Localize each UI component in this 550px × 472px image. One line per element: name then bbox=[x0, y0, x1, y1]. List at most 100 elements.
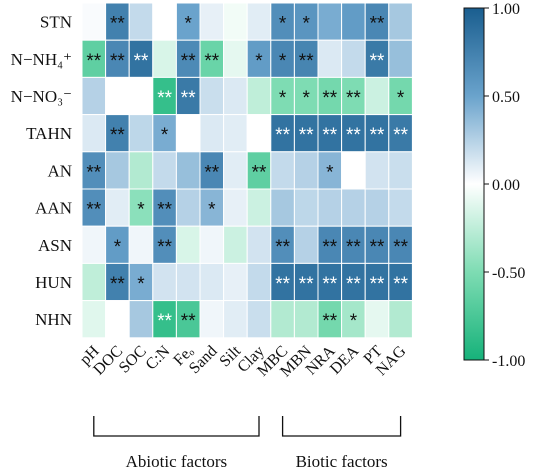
row-label: N−NH₄⁺ bbox=[11, 50, 72, 69]
significance-star: * bbox=[161, 125, 169, 146]
heatmap-cell bbox=[175, 188, 201, 227]
significance-star: * bbox=[137, 200, 145, 221]
heatmap-cell bbox=[364, 76, 390, 116]
significance-star: ** bbox=[110, 51, 125, 72]
group-label: Abiotic factors bbox=[126, 452, 228, 471]
column-label: DEA bbox=[327, 342, 363, 378]
heatmap-cell bbox=[152, 39, 177, 78]
heatmap-cell bbox=[223, 76, 248, 116]
significance-star: ** bbox=[393, 125, 408, 146]
heatmap-cell bbox=[341, 2, 366, 41]
heatmap-cell bbox=[199, 2, 225, 41]
colorbar-tick-label: 0.00 bbox=[492, 177, 520, 194]
heatmap-cell bbox=[81, 2, 107, 41]
significance-star: * bbox=[184, 14, 192, 35]
significance-star: * bbox=[326, 162, 334, 183]
heatmap-cell bbox=[199, 300, 225, 339]
heatmap-cell bbox=[223, 262, 248, 302]
heatmap-cell bbox=[317, 39, 343, 78]
heatmap-cell bbox=[223, 114, 248, 153]
heatmap-cell bbox=[364, 300, 390, 339]
significance-star: ** bbox=[322, 125, 337, 146]
significance-star: * bbox=[137, 274, 145, 295]
significance-star: ** bbox=[86, 51, 101, 72]
heatmap-cell bbox=[199, 114, 225, 153]
significance-star: ** bbox=[370, 274, 385, 295]
significance-star: * bbox=[279, 14, 287, 35]
heatmap-cell bbox=[105, 151, 130, 190]
heatmap-cell bbox=[128, 114, 154, 153]
heatmap-cell bbox=[341, 188, 366, 227]
heatmap-cell bbox=[293, 151, 319, 190]
heatmap-cell bbox=[341, 39, 366, 78]
heatmap-cell bbox=[199, 76, 225, 116]
row-labels: STN N−NH₄⁺ N−NO₃⁻ TAHN AN AAN ASN HUN NHN bbox=[11, 13, 72, 330]
heatmap-cell bbox=[293, 300, 319, 339]
significance-star: * bbox=[302, 88, 310, 109]
significance-star: ** bbox=[370, 125, 385, 146]
heatmap-cell bbox=[364, 151, 390, 190]
row-label: HUN bbox=[35, 273, 72, 292]
heatmap-cell bbox=[223, 300, 248, 339]
significance-star: ** bbox=[157, 237, 172, 258]
significance-star: ** bbox=[252, 162, 267, 183]
heatmap-cell bbox=[199, 225, 225, 264]
heatmap-cell bbox=[128, 76, 154, 116]
heatmap-cell bbox=[246, 188, 272, 227]
heatmap-cell bbox=[293, 225, 319, 264]
row-label: N−NO₃⁻ bbox=[11, 87, 72, 106]
significance-star: ** bbox=[322, 311, 337, 332]
heatmap-cell bbox=[246, 76, 272, 116]
significance-star: ** bbox=[299, 274, 314, 295]
significance-star: ** bbox=[157, 200, 172, 221]
colorbar-gradient bbox=[463, 7, 485, 361]
significance-star: ** bbox=[346, 274, 361, 295]
significance-star: ** bbox=[322, 274, 337, 295]
significance-star: ** bbox=[299, 125, 314, 146]
heatmap-cell bbox=[105, 76, 130, 116]
significance-star: ** bbox=[346, 88, 361, 109]
row-label: STN bbox=[40, 13, 72, 32]
row-label: AN bbox=[47, 161, 72, 180]
heatmap-cell bbox=[246, 2, 272, 41]
heatmap-cell bbox=[105, 188, 130, 227]
heatmap-cell bbox=[175, 262, 201, 302]
significance-star: ** bbox=[275, 274, 290, 295]
heatmap-cell bbox=[152, 2, 177, 41]
heatmap-cell bbox=[270, 188, 295, 227]
heatmap-cell bbox=[105, 300, 130, 339]
significance-star: ** bbox=[157, 311, 172, 332]
heatmap-cell bbox=[341, 151, 366, 190]
heatmap-cell bbox=[270, 300, 295, 339]
significance-star: ** bbox=[110, 274, 125, 295]
heatmap-cell bbox=[81, 114, 107, 153]
colorbar-tick-label: -0.50 bbox=[492, 265, 525, 282]
significance-star: ** bbox=[322, 237, 337, 258]
significance-star: ** bbox=[134, 51, 149, 72]
heatmap-cell bbox=[175, 114, 201, 153]
factor-groups: Abiotic factors Biotic factors bbox=[93, 416, 402, 471]
heatmap-cell bbox=[175, 151, 201, 190]
heatmap-cell bbox=[199, 262, 225, 302]
heatmap-cell bbox=[388, 188, 413, 227]
heatmap-cell bbox=[152, 262, 177, 302]
significance-star: ** bbox=[204, 162, 219, 183]
colorbar-tick-label: 0.50 bbox=[492, 89, 520, 106]
significance-star: ** bbox=[299, 51, 314, 72]
significance-star: ** bbox=[204, 51, 219, 72]
row-label: ASN bbox=[38, 236, 72, 255]
heatmap-cell bbox=[364, 188, 390, 227]
heatmap-cell bbox=[128, 300, 154, 339]
colorbar-tick-label: -1.00 bbox=[492, 353, 525, 370]
heatmap-cell bbox=[270, 151, 295, 190]
heatmap-cell bbox=[81, 300, 107, 339]
group-bracket bbox=[93, 416, 260, 437]
group-label: Biotic factors bbox=[296, 452, 388, 471]
significance-star: * bbox=[114, 237, 122, 258]
significance-star: ** bbox=[393, 237, 408, 258]
heatmap-cell bbox=[223, 188, 248, 227]
significance-star: * bbox=[255, 51, 263, 72]
significance-star: * bbox=[208, 200, 216, 221]
significance-star: ** bbox=[370, 51, 385, 72]
